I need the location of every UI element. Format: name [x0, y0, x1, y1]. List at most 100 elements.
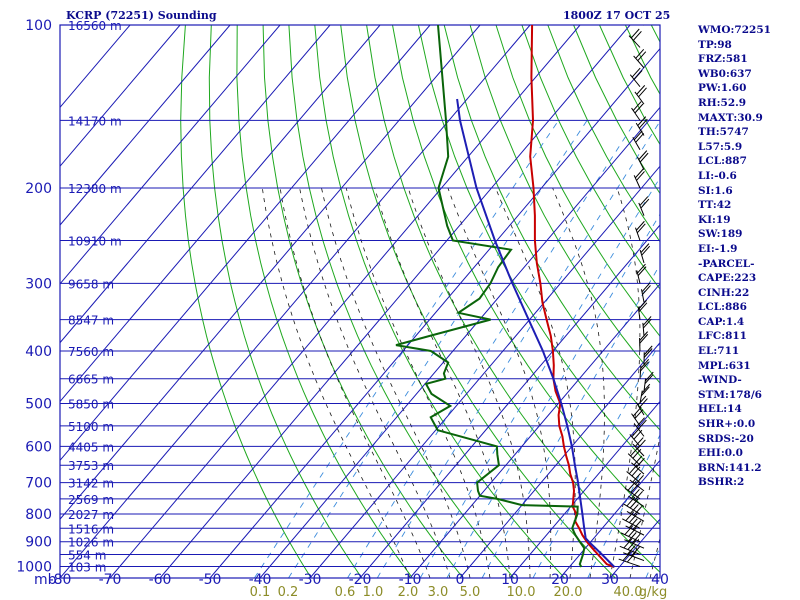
- dry-adiabat: [366, 25, 660, 573]
- wind-barb-flag: [642, 318, 652, 329]
- height-label: 16560 m: [68, 19, 122, 33]
- temperature-tick-label: 20: [551, 572, 569, 588]
- mixing-ratio-label: 10.0: [507, 585, 536, 600]
- parcel-profile: [456, 98, 616, 568]
- isotherm-line: [60, 25, 281, 285]
- wind-barb-flag: [644, 371, 654, 382]
- wind-barb-flag: [642, 285, 651, 295]
- wind-barb-flag: [633, 130, 643, 141]
- height-label: 2027 m: [68, 508, 114, 522]
- wind-barb-staff: [631, 413, 641, 427]
- wind-barb-flag: [635, 475, 644, 485]
- moist-adiabat: [261, 187, 411, 578]
- isotherm-line: [60, 25, 231, 226]
- mixing-ratio-label: 2.0: [398, 585, 419, 600]
- wind-barb-flag: [633, 455, 643, 466]
- isotherm-line: [509, 400, 660, 578]
- height-label: 14170 m: [68, 114, 122, 128]
- wind-barb-staff: [629, 479, 645, 492]
- height-label: 6665 m: [68, 373, 114, 387]
- dry-adiabat: [236, 25, 413, 578]
- temperature-tick-label: -70: [99, 572, 122, 588]
- dry-adiabat: [180, 25, 312, 578]
- wind-barb-flag: [631, 488, 640, 499]
- wind-barb-flag: [634, 103, 644, 114]
- pressure-tick-label: 400: [25, 344, 52, 360]
- height-label: 3753 m: [68, 459, 114, 473]
- index-value: SW:189: [698, 228, 743, 241]
- wind-barb-staff: [618, 558, 641, 567]
- wind-barb-flag: [632, 448, 642, 459]
- index-value: MPL:631: [698, 359, 751, 372]
- height-label: 8547 m: [68, 314, 114, 328]
- wind-barb-flag: [629, 498, 639, 509]
- temperature-tick-label: -80: [49, 572, 72, 588]
- index-value: EHI:0.0: [698, 447, 743, 460]
- wind-barb-flag: [635, 7, 643, 16]
- wind-barb-flag: [633, 506, 643, 516]
- wind-barb-staff: [629, 74, 641, 88]
- wind-barb-flag: [636, 223, 646, 234]
- index-value: SI:1.6: [698, 184, 733, 197]
- index-value: EL:711: [698, 345, 740, 358]
- mixing-ratio-label: 5.0: [460, 585, 481, 600]
- wind-barb-flag: [633, 31, 642, 41]
- mixing-ratio-label: 0.1: [250, 585, 271, 600]
- wind-barb-flag: [643, 345, 653, 356]
- wind-barbs: [618, 7, 654, 567]
- wind-barb-flag: [644, 374, 654, 384]
- wind-barb-flag: [637, 395, 647, 406]
- wind-barb-flag: [639, 152, 649, 163]
- moist-adiabat: [321, 187, 471, 578]
- moist-adiabat: [345, 187, 491, 578]
- isotherm-line: [159, 25, 631, 578]
- mixing-ratio-label: 0.2: [278, 585, 299, 600]
- wind-barb-flag: [638, 118, 648, 129]
- wind-barb-flag: [635, 132, 645, 143]
- index-value: TH:5747: [698, 126, 749, 139]
- wind-barb-flag: [641, 383, 651, 394]
- index-value: FRZ:581: [698, 53, 748, 66]
- wind-barb-flag: [628, 464, 638, 475]
- wind-barb-staff: [633, 55, 645, 69]
- index-value: -PARCEL-: [698, 257, 755, 270]
- wind-barb-staff: [628, 35, 641, 48]
- wind-barb-flag: [629, 504, 639, 514]
- wind-barb-flag: [637, 263, 646, 274]
- height-label: 9658 m: [68, 277, 114, 291]
- mixing-ratio-label: 40.0: [614, 585, 643, 600]
- index-value: WMO:72251: [698, 24, 771, 36]
- index-value: LCL:886: [698, 301, 747, 314]
- wind-barb-flag: [631, 546, 640, 557]
- isotherms: [60, 25, 660, 578]
- wind-barb-staff: [623, 552, 645, 562]
- wind-barb-flag: [626, 496, 636, 507]
- moist-adiabats: [261, 187, 660, 578]
- pressure-tick-label: 1000: [16, 560, 52, 576]
- wind-barb-flag: [642, 316, 652, 326]
- temperature-tick-label: -50: [199, 572, 222, 588]
- wind-barb-flag: [627, 532, 637, 542]
- height-label: 1026 m: [68, 536, 114, 550]
- index-value: PW:1.60: [698, 82, 747, 95]
- station-title: KCRP (72251) Sounding: [66, 9, 217, 22]
- wind-barb-flag: [637, 266, 647, 276]
- height-label: 3142 m: [68, 477, 114, 491]
- temperature-tick-label: 10: [501, 572, 519, 588]
- index-value: SHR+:0.0: [698, 418, 756, 431]
- dewpoint-profile: [395, 25, 586, 568]
- indices-panel: WMO:72251 TP:98 FRZ:581 WB0:637 PW:1.60 RH:52…: [698, 23, 800, 490]
- isotherm-line: [209, 47, 660, 578]
- wind-barb-flag: [630, 28, 640, 39]
- pressure-tick-label: 800: [25, 507, 52, 523]
- wind-barb-flag: [626, 552, 636, 563]
- index-value: EI:-1.9: [698, 242, 738, 255]
- mixing-ratio-label: g/kg: [639, 585, 667, 600]
- temperature-tick-label: -10: [399, 572, 422, 588]
- wind-barb-flag: [631, 466, 641, 477]
- wind-barb-flag: [622, 551, 632, 561]
- index-value: BSHR:2: [698, 476, 745, 489]
- wind-barb-flag: [636, 457, 645, 468]
- pressure-tick-label: 500: [25, 397, 52, 413]
- wind-barb-flag: [637, 116, 647, 126]
